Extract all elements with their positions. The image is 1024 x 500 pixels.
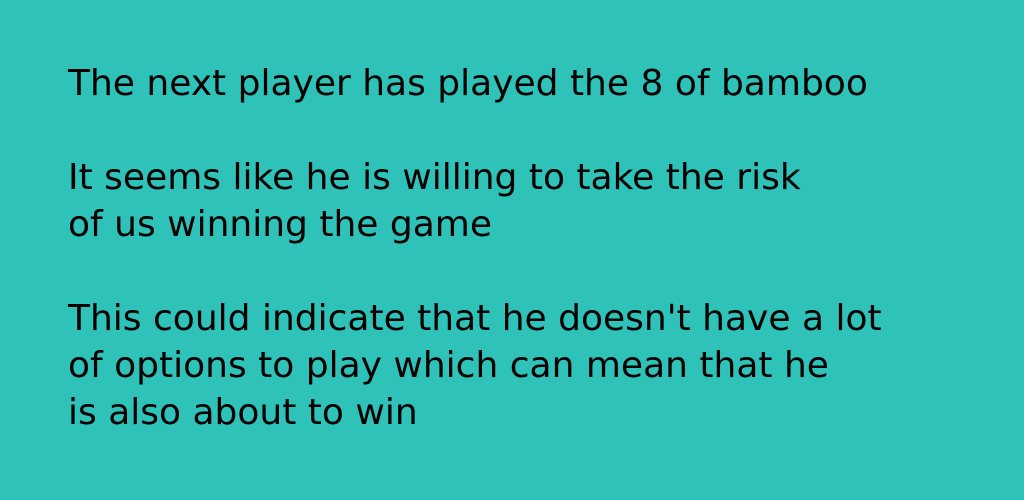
dialogue-line: of us winning the game <box>68 204 493 245</box>
dialogue-paragraph-1: The next player has played the 8 of bamb… <box>68 60 1004 107</box>
dialogue-line: is also about to win <box>68 392 418 433</box>
dialogue-line: It seems like he is willing to take the … <box>68 157 801 198</box>
dialogue-line: of options to play which can mean that h… <box>68 345 829 386</box>
dialogue-line: The next player has played the 8 of bamb… <box>68 63 868 104</box>
dialogue-paragraph-2: It seems like he is willing to take the … <box>68 154 1004 248</box>
dialogue-paragraph-3: This could indicate that he doesn't have… <box>68 295 1004 436</box>
dialogue-line: This could indicate that he doesn't have… <box>68 298 882 339</box>
